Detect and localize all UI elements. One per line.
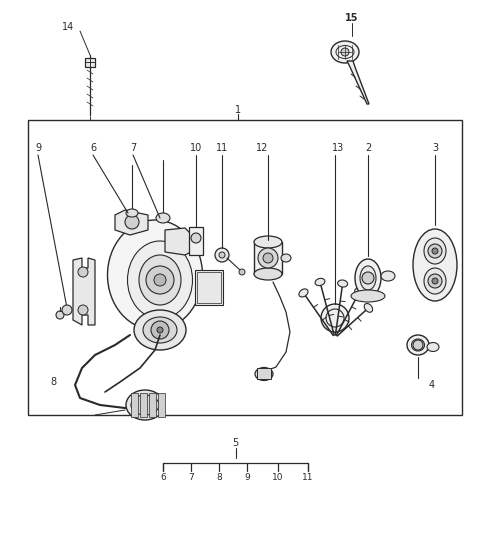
- Text: 9: 9: [244, 474, 250, 482]
- Ellipse shape: [381, 271, 395, 281]
- Text: 6: 6: [90, 143, 96, 153]
- Bar: [257, 368, 271, 379]
- Bar: [131, 393, 138, 417]
- Text: 7: 7: [130, 143, 136, 153]
- Ellipse shape: [360, 266, 376, 290]
- Text: 11: 11: [302, 474, 314, 482]
- Text: 3: 3: [432, 143, 438, 153]
- Ellipse shape: [351, 290, 385, 302]
- Circle shape: [157, 327, 163, 333]
- Text: 7: 7: [188, 474, 194, 482]
- Circle shape: [432, 278, 438, 284]
- Circle shape: [191, 233, 201, 243]
- Bar: [197, 272, 221, 303]
- Text: 10: 10: [272, 474, 284, 482]
- Circle shape: [428, 244, 442, 258]
- Bar: [189, 227, 203, 255]
- Circle shape: [56, 311, 64, 319]
- Text: 8: 8: [216, 474, 222, 482]
- Bar: [140, 393, 147, 417]
- Circle shape: [62, 305, 72, 315]
- Ellipse shape: [411, 339, 424, 351]
- Bar: [254, 242, 282, 274]
- Text: 11: 11: [216, 143, 228, 153]
- Circle shape: [154, 274, 166, 286]
- Ellipse shape: [255, 367, 273, 380]
- Text: 12: 12: [256, 143, 268, 153]
- Circle shape: [78, 267, 88, 277]
- Circle shape: [428, 274, 442, 288]
- Circle shape: [362, 272, 374, 284]
- Ellipse shape: [254, 268, 282, 280]
- Ellipse shape: [424, 268, 446, 294]
- Text: 13: 13: [332, 143, 344, 153]
- Ellipse shape: [337, 280, 348, 287]
- Ellipse shape: [131, 395, 159, 415]
- Ellipse shape: [355, 288, 364, 296]
- Ellipse shape: [364, 304, 372, 312]
- Ellipse shape: [427, 342, 439, 352]
- Text: 10: 10: [190, 143, 202, 153]
- Ellipse shape: [299, 289, 308, 297]
- Bar: [149, 393, 156, 417]
- Ellipse shape: [143, 317, 177, 343]
- Ellipse shape: [331, 41, 359, 63]
- Ellipse shape: [355, 259, 381, 297]
- Text: 6: 6: [160, 474, 166, 482]
- Text: 1: 1: [235, 105, 241, 115]
- Text: 4: 4: [429, 380, 435, 390]
- Circle shape: [125, 215, 139, 229]
- Ellipse shape: [407, 335, 429, 355]
- Circle shape: [219, 252, 225, 258]
- Ellipse shape: [108, 220, 203, 330]
- Polygon shape: [73, 258, 95, 325]
- Text: 15: 15: [345, 13, 359, 23]
- Polygon shape: [347, 61, 369, 104]
- Bar: [85, 58, 95, 67]
- Circle shape: [215, 248, 229, 262]
- Ellipse shape: [156, 213, 170, 223]
- Text: 2: 2: [365, 143, 371, 153]
- Circle shape: [78, 305, 88, 315]
- Text: 5: 5: [232, 438, 239, 448]
- Ellipse shape: [126, 390, 164, 420]
- Bar: [195, 270, 223, 305]
- Ellipse shape: [139, 255, 181, 305]
- Ellipse shape: [126, 209, 138, 217]
- Circle shape: [263, 253, 273, 263]
- Ellipse shape: [315, 278, 325, 286]
- Circle shape: [413, 340, 423, 350]
- Circle shape: [321, 304, 349, 332]
- Ellipse shape: [134, 310, 186, 350]
- Ellipse shape: [128, 241, 192, 319]
- Ellipse shape: [424, 238, 446, 264]
- Circle shape: [432, 248, 438, 254]
- Text: 14: 14: [62, 22, 74, 32]
- Circle shape: [258, 248, 278, 268]
- Text: 9: 9: [35, 143, 41, 153]
- Circle shape: [151, 321, 169, 339]
- Polygon shape: [115, 210, 148, 235]
- Ellipse shape: [413, 229, 457, 301]
- Circle shape: [239, 269, 245, 275]
- Ellipse shape: [281, 254, 291, 262]
- Circle shape: [341, 48, 349, 56]
- Bar: [158, 393, 165, 417]
- Polygon shape: [165, 228, 195, 255]
- Ellipse shape: [254, 236, 282, 248]
- Text: 8: 8: [50, 377, 56, 387]
- Bar: [28, 120, 462, 415]
- Circle shape: [146, 266, 174, 294]
